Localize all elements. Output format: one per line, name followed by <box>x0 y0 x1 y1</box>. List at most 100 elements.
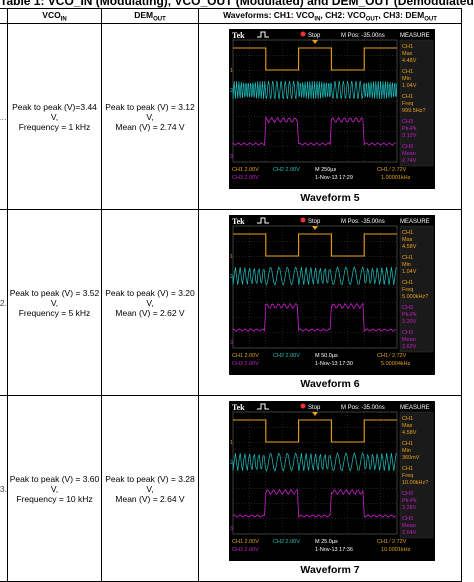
measurement-value: Max <box>402 423 413 429</box>
dem-out-line: Mean (V) = 2.62 V <box>115 307 185 318</box>
ch2-trace <box>232 451 397 472</box>
dem-out-line: V, <box>146 483 154 494</box>
ch1-trace <box>233 47 397 71</box>
ch1-marker: 1 <box>230 254 233 260</box>
dem-out-cell: Peak to peak (V) = 3.20 V, Mean (V) = 2.62… <box>101 209 199 396</box>
ch3-marker: 3 <box>230 526 233 532</box>
timestamp: 1-Nov-13 17:29 <box>315 175 353 181</box>
measurement-value: 4.58V <box>402 430 417 436</box>
measure-label: MEASURE <box>400 219 430 225</box>
waveform-caption: Waveform 5 <box>300 192 360 204</box>
timebase: M 50.0µs <box>315 353 338 359</box>
measurement-panel-bg <box>399 411 434 539</box>
table-row: 2. Peak to peak (V) = 3.52 V, Frequency = … <box>0 209 462 396</box>
vco-in-line: Peak to peak (V) = 3.60 V, <box>9 473 100 494</box>
ch1-scale: CH1 2.00V <box>232 539 259 545</box>
dem-out-line: V, <box>146 111 154 122</box>
measurement-value: Mean <box>402 523 416 529</box>
ch1-marker: 1 <box>230 68 233 74</box>
measurement-value: CH3 <box>402 516 413 522</box>
dem-out-line: Peak to peak (V) = 3.12 <box>105 101 195 112</box>
ch1-trace <box>233 419 397 443</box>
measurement-value: Max <box>402 51 413 57</box>
scope-traces: 1 2 3 <box>230 47 398 160</box>
measurement-value: CH3 <box>402 330 413 336</box>
ch3-scale: CH3 2.00V <box>232 361 259 367</box>
measurement-value: Pk-Pk <box>402 126 417 132</box>
scope-state: Stop <box>308 405 321 411</box>
waveform-caption: Waveform 6 <box>300 378 360 390</box>
header-row: VCOIN DEMOUT Waveforms: CH1: VCOIN, CH2:… <box>0 8 462 24</box>
ch3-scale: CH3 2.00V <box>232 547 259 553</box>
measurement-value: Min <box>402 448 411 454</box>
measurement-value: 2.74V <box>402 158 417 164</box>
trigger-frequency: 5.00004kHz <box>381 361 411 367</box>
ch2-scale: CH2 2.00V <box>273 167 300 173</box>
measurement-panel: CH1Max4.48VCH1Min1.04VCH1Freq999.5Hz?CH3… <box>399 39 434 167</box>
vco-in-line: Frequency = 5 kHz <box>18 307 91 318</box>
ch1-scale: CH1 2.00V <box>232 167 259 173</box>
scope-brand: Tek <box>232 403 245 412</box>
trigger-frequency: 1.00001kHz <box>381 175 411 181</box>
measurement-value: 1.04V <box>402 83 417 89</box>
ch3-trace <box>232 488 396 519</box>
dem-out-line: Mean (V) = 2.64 V <box>115 493 185 504</box>
scope-traces: 1 2 3 <box>230 419 397 532</box>
ch3-marker: 3 <box>230 154 233 160</box>
measurement-value: 2.62V <box>402 344 417 350</box>
scope-state: Stop <box>308 219 321 225</box>
measure-label: MEASURE <box>400 405 430 411</box>
trigger-frequency: 10.0001kHz <box>381 547 411 553</box>
trigger-icon <box>257 31 269 38</box>
vco-in-line: Peak to peak (V)=3.44 V, <box>12 101 97 122</box>
measurement-panel: CH1Max4.58VCH1Min1.04VCH1Freq5.000kHz?CH… <box>399 225 434 353</box>
measurement-value: 5.000kHz? <box>402 294 428 300</box>
row-index: … <box>0 23 8 210</box>
measurement-value: Freq <box>402 287 413 293</box>
ch2-marker: 2 <box>230 460 233 466</box>
scope-position: M Pos: -35.00ns <box>341 405 385 411</box>
stop-indicator-icon <box>300 217 306 223</box>
timebase: M 250µs <box>315 167 336 173</box>
ch3-trace <box>232 302 396 333</box>
trigger-level: CH1 ⁄ 2.72V <box>377 167 407 173</box>
measure-label: MEASURE <box>400 33 430 39</box>
ch3-scale: CH3 2.00V <box>232 175 259 181</box>
measurement-panel: CH1Max4.58VCH1Min360mVCH1Freq10.00kHz?CH… <box>399 411 434 539</box>
ch2-scale: CH2 2.00V <box>273 539 300 545</box>
measurement-value: 360mV <box>402 455 420 461</box>
timestamp: 1-Nov-13 17:36 <box>315 547 353 553</box>
ch1-marker: 1 <box>230 440 233 446</box>
trigger-level: CH1 ⁄ 2.72V <box>377 353 407 359</box>
measurement-value: CH1 <box>402 280 413 286</box>
stop-indicator-icon <box>300 403 306 409</box>
scope-traces: 1 2 3 <box>230 233 397 346</box>
measurement-value: 3.28V <box>402 505 417 511</box>
measurement-value: CH3 <box>402 491 413 497</box>
ch1-trace <box>233 233 397 257</box>
waveform-cell: Tek Stop M Pos: -35.00ns MEASURE 1 2 3 CH1 Max 4.… <box>198 209 462 396</box>
measurement-value: Freq <box>402 473 413 479</box>
ch2-scale: CH2 2.00V <box>273 353 300 359</box>
measurement-panel-bg <box>399 39 434 167</box>
index-header <box>0 8 8 24</box>
measurement-value: Freq <box>402 101 413 107</box>
timebase: M 25.0µs <box>315 539 338 545</box>
table-title: Table 1: VCO_IN (Modulating), VCO_OUT (M… <box>0 0 474 8</box>
trigger-level: CH1 ⁄ 2.72V <box>377 539 407 545</box>
waveform-caption: Waveform 7 <box>300 564 360 576</box>
waveform-table: VCOIN DEMOUT Waveforms: CH1: VCOIN, CH2:… <box>0 8 462 582</box>
measurement-value: Mean <box>402 151 416 157</box>
scope-grid <box>232 411 398 535</box>
measurement-value: 2.64V <box>402 530 417 536</box>
scope-position: M Pos: -35.00ns <box>341 33 385 39</box>
measurement-value: 3.20V <box>402 319 417 325</box>
ch2-trace <box>232 80 398 100</box>
dem-out-line: Peak to peak (V) = 3.20 <box>105 287 195 298</box>
measurement-value: CH3 <box>402 305 413 311</box>
row-index: 3. <box>0 395 8 582</box>
measurement-value: 3.12V <box>402 133 417 139</box>
ch1-scale: CH1 2.00V <box>232 353 259 359</box>
trigger-marker-icon <box>312 412 318 416</box>
measurement-value: Max <box>402 237 413 243</box>
